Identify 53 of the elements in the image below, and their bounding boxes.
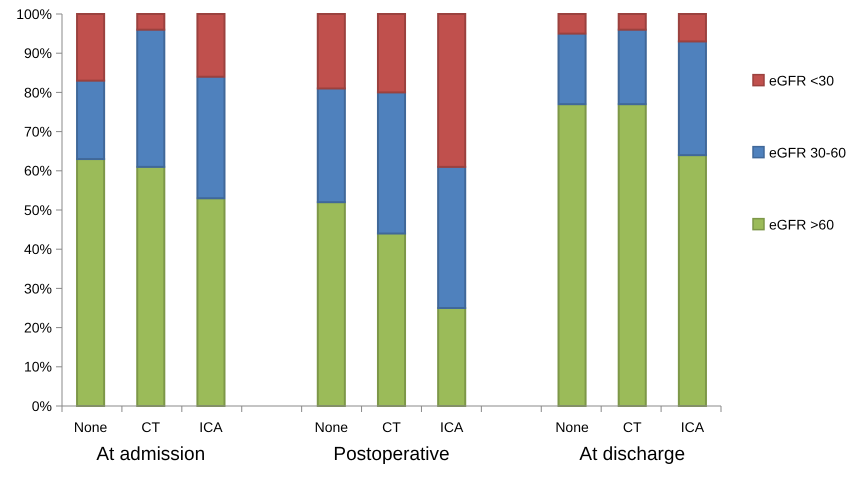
- x-tick-label: CT: [382, 419, 402, 435]
- bar: [136, 166, 166, 407]
- legend-label: eGFR 30-60: [769, 144, 846, 161]
- y-tick-label: 0%: [32, 398, 52, 414]
- bar: [196, 13, 226, 78]
- y-tick-label: 20%: [24, 320, 52, 336]
- bar: [136, 13, 166, 31]
- y-tick-label: 90%: [24, 45, 52, 62]
- y-tick-label: 10%: [24, 358, 52, 375]
- bar: [316, 201, 346, 407]
- x-tick-label: None: [555, 419, 589, 435]
- bar: [376, 91, 406, 235]
- y-tick-label: 70%: [24, 124, 52, 140]
- bar: [678, 40, 707, 156]
- bar: [316, 13, 346, 90]
- x-tick-label: CT: [622, 419, 642, 435]
- text: At admission: [96, 444, 206, 465]
- y-tick-label: 30%: [24, 280, 52, 296]
- x-tick-label: None: [314, 419, 348, 435]
- bar: [437, 13, 466, 168]
- bar: [316, 87, 346, 204]
- bar: [437, 166, 466, 309]
- bar: [76, 13, 106, 82]
- y-tick-label: 80%: [24, 84, 52, 100]
- bar: [76, 158, 106, 407]
- bar: [136, 28, 166, 168]
- y-tick-label: 100%: [16, 6, 52, 22]
- bar: [678, 13, 707, 42]
- text: At discharge: [579, 444, 686, 465]
- x-tick-label: ICA: [440, 419, 464, 435]
- bar: [196, 76, 226, 200]
- legend-label: eGFR >60: [769, 216, 834, 233]
- bar: [437, 307, 466, 407]
- bar: [618, 13, 647, 31]
- x-tick-label: ICA: [680, 419, 705, 435]
- bar: [558, 103, 587, 407]
- bar: [618, 103, 647, 407]
- bar: [678, 154, 707, 407]
- bar: [76, 80, 106, 160]
- legend-label: eGFR <30: [769, 72, 834, 89]
- bar: [558, 13, 587, 35]
- x-tick-label: CT: [141, 419, 161, 435]
- bar: [558, 32, 587, 106]
- bar: [196, 197, 226, 407]
- bar: [376, 232, 406, 407]
- x-tick-label: ICA: [199, 419, 224, 435]
- x-tick-label: None: [74, 419, 108, 435]
- y-tick-label: 60%: [24, 162, 52, 179]
- y-tick-label: 50%: [24, 202, 52, 218]
- bar: [376, 13, 406, 94]
- bar: [618, 28, 647, 106]
- y-tick-label: 40%: [24, 241, 52, 258]
- text: Postoperative: [333, 444, 450, 465]
